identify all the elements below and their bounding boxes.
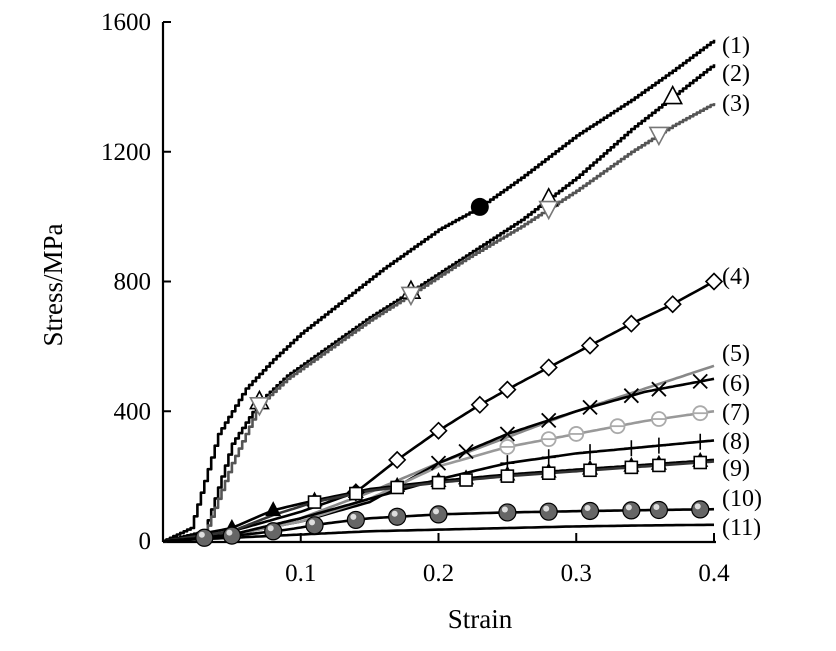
- data-point: [580, 336, 600, 355]
- data-point: [539, 358, 558, 377]
- data-point: [249, 396, 270, 417]
- data-point-highlight: [501, 506, 508, 513]
- data-point: [580, 501, 600, 521]
- data-point-highlight: [198, 531, 205, 538]
- data-point: [195, 528, 214, 547]
- y-tick-label: 800: [114, 269, 152, 296]
- data-point: [470, 395, 489, 414]
- data-point: [500, 469, 515, 483]
- data-point: [346, 510, 365, 530]
- series-label: (3): [722, 91, 750, 117]
- data-point: [541, 412, 557, 428]
- data-point-highlight: [543, 505, 550, 512]
- data-point: [651, 381, 667, 397]
- data-point-highlight: [267, 525, 274, 532]
- y-tick-label: 0: [139, 528, 152, 555]
- data-point: [429, 505, 448, 524]
- data-point: [624, 440, 639, 457]
- data-point: [499, 426, 516, 442]
- data-point-highlight: [433, 508, 439, 515]
- data-point: [693, 433, 708, 450]
- data-point: [498, 503, 517, 522]
- data-point: [265, 501, 282, 517]
- data-point: [305, 516, 324, 535]
- data-point-highlight: [226, 529, 233, 536]
- data-point-highlight: [391, 510, 398, 517]
- data-point: [652, 458, 666, 473]
- x-tick-label: 0.2: [423, 560, 454, 587]
- series-label: (2): [722, 61, 750, 87]
- data-point: [622, 314, 641, 333]
- data-point: [388, 507, 407, 526]
- data-point: [624, 460, 639, 475]
- data-point: [430, 455, 447, 471]
- data-point: [222, 526, 241, 545]
- series-label: (6): [722, 371, 750, 397]
- data-point: [390, 480, 404, 495]
- tick-group: 0 400 800 1200 1600 0.1 0.2 0.3 0.4: [101, 9, 730, 587]
- series-line: [162, 523, 714, 543]
- data-point-highlight: [694, 503, 701, 510]
- data-point: [470, 197, 489, 216]
- series-line: [163, 64, 716, 543]
- data-point: [538, 200, 560, 221]
- data-point: [541, 466, 556, 481]
- y-tick-label: 1600: [101, 9, 151, 36]
- data-point: [648, 126, 670, 147]
- data-point: [400, 286, 422, 307]
- series-line: [163, 39, 716, 543]
- series-line: [163, 103, 716, 543]
- data-point: [663, 295, 682, 314]
- series-label: (10): [722, 486, 762, 512]
- data-point-highlight: [653, 503, 660, 510]
- data-point-highlight: [350, 513, 357, 520]
- data-point: [651, 437, 666, 454]
- data-point: [691, 500, 710, 519]
- series-label: (5): [722, 341, 750, 367]
- series-label: (8): [722, 429, 750, 455]
- series-label-group: (1)(2) (3) (4) (5) (6) (7) (8)(9) (10) (11): [722, 33, 762, 541]
- data-point: [264, 522, 283, 541]
- y-axis-label: Stress/MPa: [38, 223, 68, 346]
- data-point: [498, 380, 517, 399]
- data-point: [349, 486, 363, 501]
- data-point: [692, 373, 708, 390]
- x-axis-label: Strain: [448, 604, 513, 634]
- data-point: [431, 475, 446, 490]
- data-point: [539, 502, 558, 521]
- data-point-highlight: [309, 519, 316, 526]
- data-point: [307, 495, 322, 509]
- marker-group: [195, 84, 724, 547]
- data-point-highlight: [625, 504, 632, 511]
- series-label: (1): [722, 33, 750, 59]
- data-point: [622, 501, 641, 520]
- data-point: [583, 463, 597, 478]
- data-point: [582, 399, 598, 415]
- data-point: [388, 450, 407, 470]
- data-point: [649, 500, 669, 520]
- x-tick-label: 0.3: [561, 560, 592, 587]
- data-point: [583, 444, 598, 461]
- series-label: (11): [722, 515, 761, 541]
- y-tick-label: 400: [114, 398, 152, 425]
- series-label: (7): [722, 400, 750, 426]
- data-point-highlight: [584, 504, 591, 511]
- data-point: [704, 272, 724, 291]
- data-point: [459, 473, 473, 487]
- data-point: [458, 443, 474, 460]
- series-label: (9): [722, 456, 750, 482]
- y-tick-label: 1200: [101, 139, 151, 166]
- x-tick-label: 0.4: [698, 560, 730, 587]
- data-point: [662, 84, 684, 105]
- series-label: (4): [722, 264, 750, 290]
- data-point: [429, 421, 448, 440]
- data-point: [693, 455, 708, 470]
- data-point: [623, 388, 639, 404]
- x-tick-label: 0.1: [285, 560, 316, 587]
